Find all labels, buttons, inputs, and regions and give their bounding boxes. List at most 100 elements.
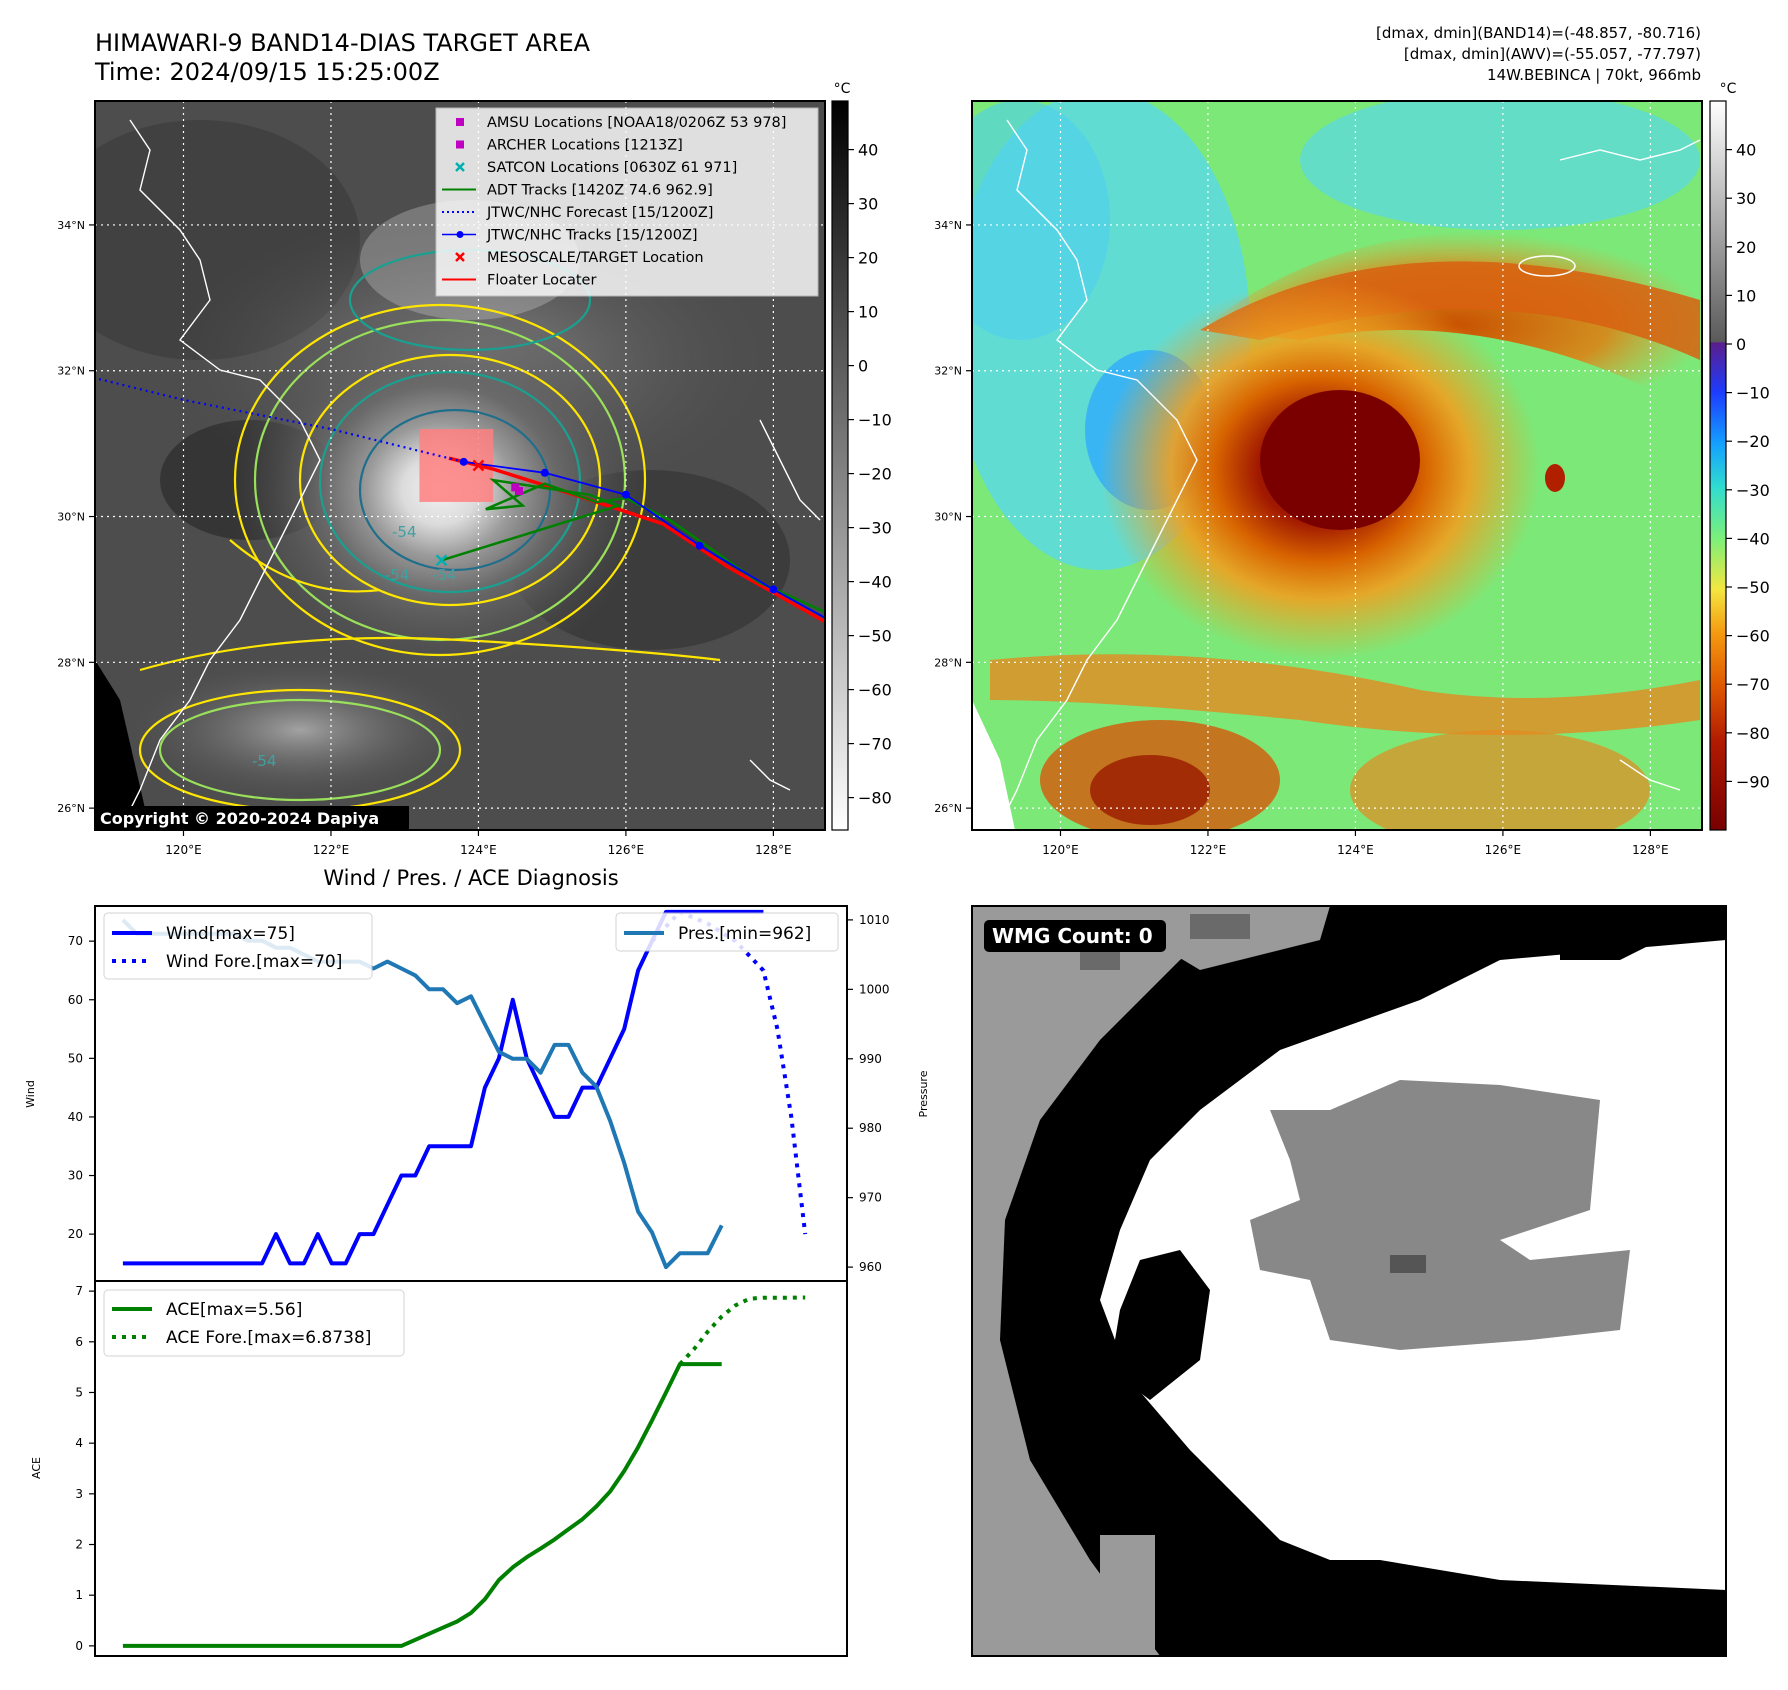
pres-legend: Pres.[min=962] [615, 912, 839, 952]
awv-colorbar: °C 40 30 20 10 0 −10 −20 −30 −40 −50 −60 −70 −80 −90 [1709, 81, 1770, 831]
ir-cb-label: −30 [858, 519, 892, 538]
awv-axis-ticks: 120°E 122°E 124°E 126°E 128°E 34°N 32°N 30°N 28°… [934, 219, 1668, 857]
ir-lat-label: 28°N [57, 656, 85, 669]
awv-cb-label: −70 [1736, 675, 1770, 694]
ir-axis-ticks: 120°E 122°E 124°E 126°E 128°E 34°N 32°N 30°N 28°… [57, 219, 791, 857]
ir-legend-item: SATCON Locations [0630Z 61 971] [455, 160, 737, 176]
contour-south [158, 698, 442, 802]
ir-legend: AMSU Locations [NOAA18/0206Z 53 978] ARCH… [435, 107, 819, 297]
awv-cb-label: 20 [1736, 238, 1756, 257]
awv-cb-label: −50 [1736, 578, 1770, 597]
wind-fore-legend-label: Wind Fore.[max=70] [166, 952, 342, 972]
ir-cb-label: −70 [858, 735, 892, 754]
awv-lon-label: 128°E [1632, 843, 1669, 857]
series-wind-fore-max [650, 909, 808, 1235]
ir-cb-label: −60 [858, 681, 892, 700]
archer-marker [511, 483, 520, 492]
ir-cb-label: 10 [858, 303, 878, 322]
awv-lat-label: 32°N [934, 365, 962, 378]
jtwc-track-point [540, 468, 549, 477]
wmg-count-label: WMG Count: 0 [992, 924, 1153, 948]
ir-cb-label: 0 [858, 357, 868, 376]
awv-cb-label: −40 [1736, 529, 1770, 548]
ir-lat-label: 26°N [57, 802, 85, 815]
ir-cb-label: 20 [858, 249, 878, 268]
awv-cb-label: 40 [1736, 141, 1756, 160]
pres-tick-label: 970 [859, 1191, 882, 1205]
wind-pres-frame [94, 905, 848, 1282]
ir-cb-label: 40 [858, 141, 878, 160]
wind-pres-panel: 70 60 50 40 30 20 1010 1000 990 980 970 960 Wind P… [24, 905, 930, 1282]
ir-lon-label: 124°E [460, 843, 497, 857]
wmg-eye-gray [1250, 1080, 1630, 1350]
awv-island [1518, 255, 1576, 277]
series-wind-max [122, 909, 764, 1266]
awv-lon-label: 124°E [1337, 843, 1374, 857]
ir-legend-item: AMSU Locations [NOAA18/0206Z 53 978] [456, 115, 786, 131]
wind-legend-label: Wind[max=75] [166, 924, 295, 944]
awv-cb-label: −90 [1736, 772, 1770, 791]
pres-tick-label: 980 [859, 1121, 882, 1135]
ir-legend-label: MESOSCALE/TARGET Location [487, 250, 704, 266]
ace-tick-label: 7 [75, 1284, 83, 1298]
ir-south-band [130, 660, 470, 800]
awv-lat-label: 28°N [934, 656, 962, 669]
ace-legend: ACE[max=5.56] ACE Fore.[max=6.8738] [103, 1289, 405, 1357]
awv-lat-label: 30°N [934, 511, 962, 524]
pres-tick-label: 1010 [859, 913, 890, 927]
legend-square-swatch [456, 140, 464, 149]
info-line2: [dmax, dmin](AWV)=(-55.057, -77.797) [1404, 45, 1701, 63]
ace-tick-label: 5 [75, 1385, 83, 1399]
awv-nodata-wedge [972, 700, 1015, 830]
wmg-top-right-black [1560, 910, 1726, 960]
awv-map: 120°E 122°E 124°E 126°E 128°E 34°N 32°N 30°N 28°… [934, 100, 1703, 857]
ir-legend-item: ADT Tracks [1420Z 74.6 962.9] [442, 183, 713, 199]
wmg-gray-bottom [1100, 1535, 1155, 1656]
wind-tick-label: 40 [68, 1110, 83, 1124]
awv-lon-label: 120°E [1042, 843, 1079, 857]
wind-legend-box [103, 912, 373, 980]
legend-x-swatch [455, 162, 465, 172]
contour-arc [229, 539, 381, 593]
ir-legend-label: JTWC/NHC Tracks [15/1200Z] [486, 228, 698, 244]
ir-legend-label: JTWC/NHC Forecast [15/1200Z] [486, 205, 713, 221]
wind-legend: Wind[max=75] Wind Fore.[max=70] [103, 912, 373, 980]
jtwc-track [463, 461, 825, 619]
legend-dot-swatch [456, 231, 464, 238]
ir-map: -54 -54 -54 -54 AMSU Locations [NOAA18/0… [57, 100, 826, 857]
ir-cb-label: −10 [858, 411, 892, 430]
satcon-marker [435, 554, 448, 567]
wmg-darkgray-patch [1080, 950, 1120, 970]
contour-yellow [233, 303, 647, 657]
awv-lon-label: 122°E [1190, 843, 1227, 857]
pres-tick-label: 990 [859, 1052, 882, 1066]
wind-tick-label: 70 [68, 934, 83, 948]
ir-legend-label: Floater Locater [487, 273, 596, 289]
wmg-darkgray-patch2 [1190, 914, 1250, 939]
copyright-text: Copyright © 2020-2024 Dapiya [100, 809, 379, 828]
ir-lon-label: 120°E [165, 843, 202, 857]
legend-x-swatch [455, 252, 465, 262]
awv-dry-ne [1300, 101, 1700, 230]
awv-coastline-japan [1559, 139, 1701, 161]
awv-cb-label: −30 [1736, 481, 1770, 500]
pres-legend-box [615, 912, 839, 952]
copyright-box [95, 806, 409, 830]
wmg-gray-outer [972, 906, 1250, 1656]
jtwc-track-point [695, 541, 704, 550]
target-marker [472, 459, 485, 472]
ir-legend-item: Floater Locater [442, 273, 596, 289]
ir-legend-item: JTWC/NHC Tracks [15/1200Z] [442, 228, 698, 244]
title-line1: HIMAWARI-9 BAND14-DIAS TARGET AREA [95, 29, 591, 57]
awv-rainband [990, 654, 1700, 735]
wmg-eye-center [1390, 1255, 1426, 1273]
ir-lat-label: 30°N [57, 511, 85, 524]
wmg-frame [971, 905, 1727, 1657]
ir-colorbar-strip [831, 100, 849, 831]
awv-cb-label: 0 [1736, 335, 1746, 354]
contour-label-4: -54 [252, 752, 277, 770]
coastline-islands [759, 419, 821, 521]
wind-tick-label: 30 [68, 1169, 83, 1183]
floater-track [448, 456, 825, 624]
wind-tick-label: 60 [68, 993, 83, 1007]
